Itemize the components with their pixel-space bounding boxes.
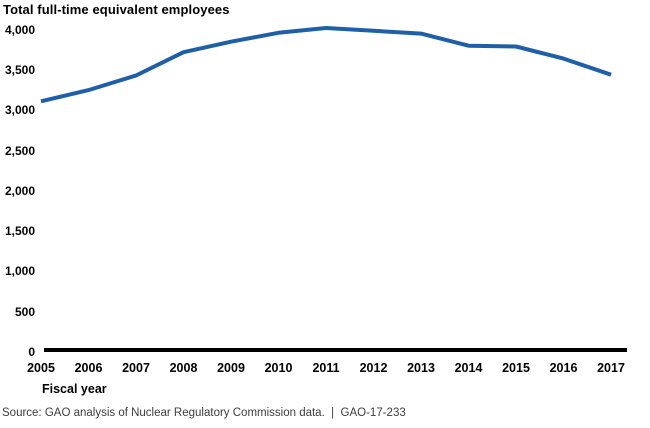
x-tick-label: 2006 — [74, 361, 103, 375]
x-tick-label: 2007 — [122, 361, 150, 375]
x-tick-label: 2011 — [312, 361, 340, 375]
data-line — [40, 26, 612, 104]
y-tick-label: 2,000 — [4, 183, 35, 198]
y-tick-label: 3,000 — [4, 103, 35, 118]
x-tick-label: 2016 — [549, 361, 578, 375]
x-tick-label: 2009 — [217, 361, 245, 375]
x-axis-line — [44, 348, 627, 352]
y-tick-label: 1,000 — [4, 264, 35, 279]
source-note: Source: GAO analysis of Nuclear Regulato… — [2, 407, 406, 419]
y-tick-label: 3,500 — [4, 62, 35, 77]
y-tick-label: 0 — [28, 345, 35, 359]
x-tick-label: 2013 — [407, 361, 435, 375]
x-tick-label: 2014 — [454, 361, 483, 375]
y-tick-label: 2,500 — [4, 143, 35, 158]
x-axis-title: Fiscal year — [42, 382, 107, 396]
x-tick-label: 2015 — [502, 361, 530, 375]
chart-title: Total full-time equivalent employees — [3, 2, 230, 17]
y-tick-label: 4,000 — [4, 22, 35, 37]
x-tick-label: 2017 — [597, 361, 625, 375]
x-tick-label: 2012 — [359, 361, 388, 375]
y-tick-label: 500 — [14, 304, 35, 319]
y-tick-label: 1,500 — [4, 224, 35, 239]
x-tick-label: 2010 — [264, 361, 293, 375]
x-tick-label: 2008 — [169, 361, 198, 375]
x-tick-label: 2005 — [27, 361, 55, 375]
